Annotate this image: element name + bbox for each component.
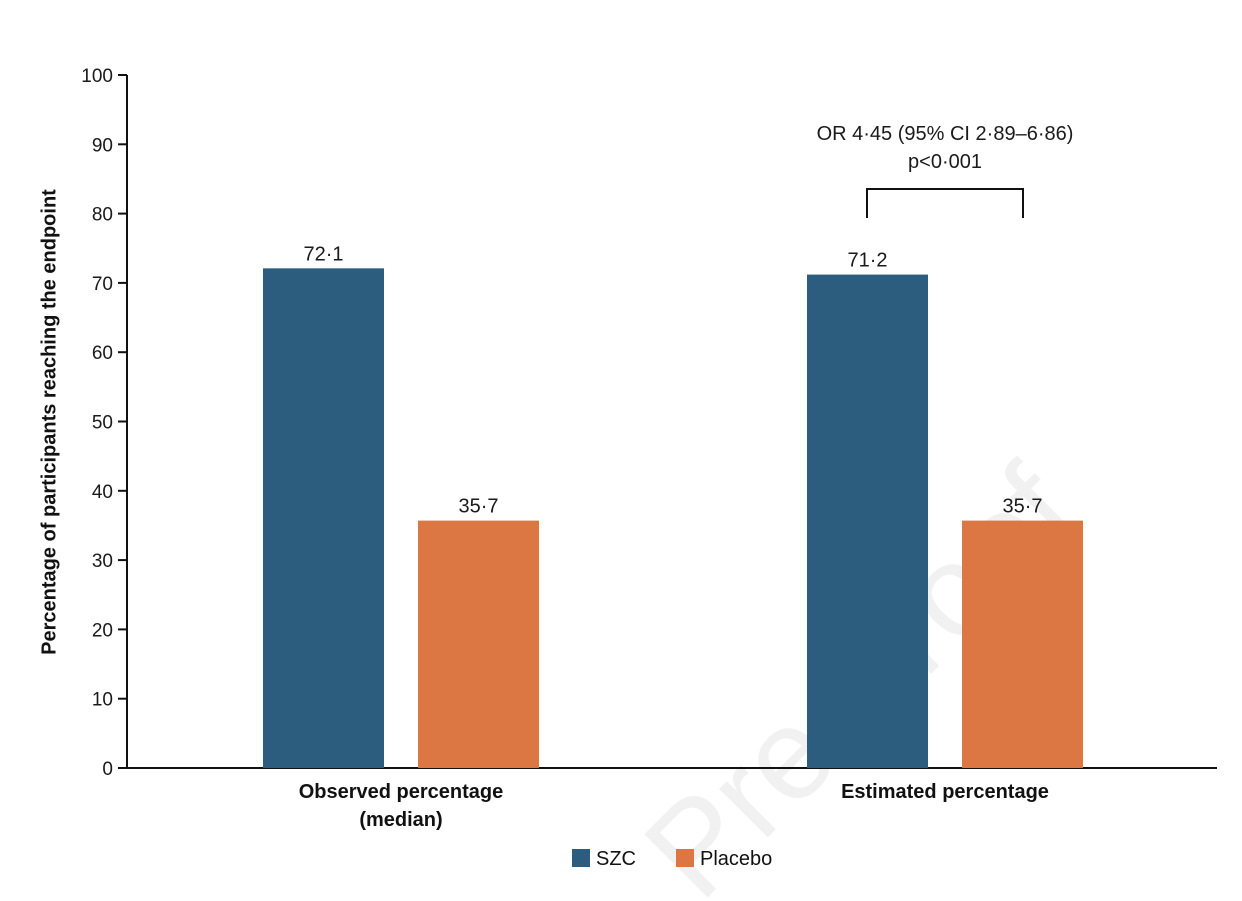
bars [263, 268, 1083, 768]
value-label-placebo-estimated: 35·7 [1002, 496, 1042, 518]
bar-placebo-observed [418, 520, 539, 768]
y-tick-label: 80 [92, 205, 113, 226]
y-tick-label: 50 [92, 413, 113, 434]
legend-swatch-szc [572, 849, 590, 867]
y-ticks: 0 10 20 30 40 50 60 70 80 90 100 [81, 66, 127, 780]
category-label-estimated: Estimated percentage [841, 781, 1049, 803]
category-subtitle-observed: (median) [359, 809, 442, 831]
y-tick-label: 10 [92, 690, 113, 711]
legend: SZC Placebo [572, 848, 772, 870]
bar-szc-observed [263, 268, 384, 768]
y-tick-label: 0 [102, 759, 113, 780]
y-tick-label: 70 [92, 274, 113, 295]
bar-placebo-estimated [962, 520, 1083, 768]
comparison-bracket [866, 188, 1024, 218]
value-labels: 72·1 71·2 35·7 35·7 [303, 243, 1042, 517]
y-tick-label: 20 [92, 620, 113, 641]
value-label-szc-estimated: 71·2 [847, 250, 887, 272]
category-label-observed: Observed percentage [299, 781, 504, 803]
y-tick-label: 60 [92, 343, 113, 364]
legend-label-szc: SZC [596, 848, 636, 870]
y-tick-label: 90 [92, 135, 113, 156]
legend-swatch-placebo [676, 849, 694, 867]
category-labels: Observed percentage (median) Estimated p… [299, 781, 1049, 831]
bar-szc-estimated [807, 274, 928, 768]
y-tick-label: 30 [92, 551, 113, 572]
annotation-or-text: OR 4·45 (95% CI 2·89–6·86) [817, 123, 1074, 145]
y-axis-label: Percentage of participants reaching the … [38, 189, 60, 655]
annotation-p-text: p<0·001 [908, 151, 982, 173]
legend-label-placebo: Placebo [700, 848, 772, 870]
value-label-szc-observed: 72·1 [303, 243, 343, 265]
odds-ratio-annotation: OR 4·45 (95% CI 2·89–6·86) p<0·001 [817, 123, 1074, 218]
value-label-placebo-observed: 35·7 [458, 496, 498, 518]
y-tick-label: 100 [81, 66, 113, 87]
y-tick-label: 40 [92, 482, 113, 503]
